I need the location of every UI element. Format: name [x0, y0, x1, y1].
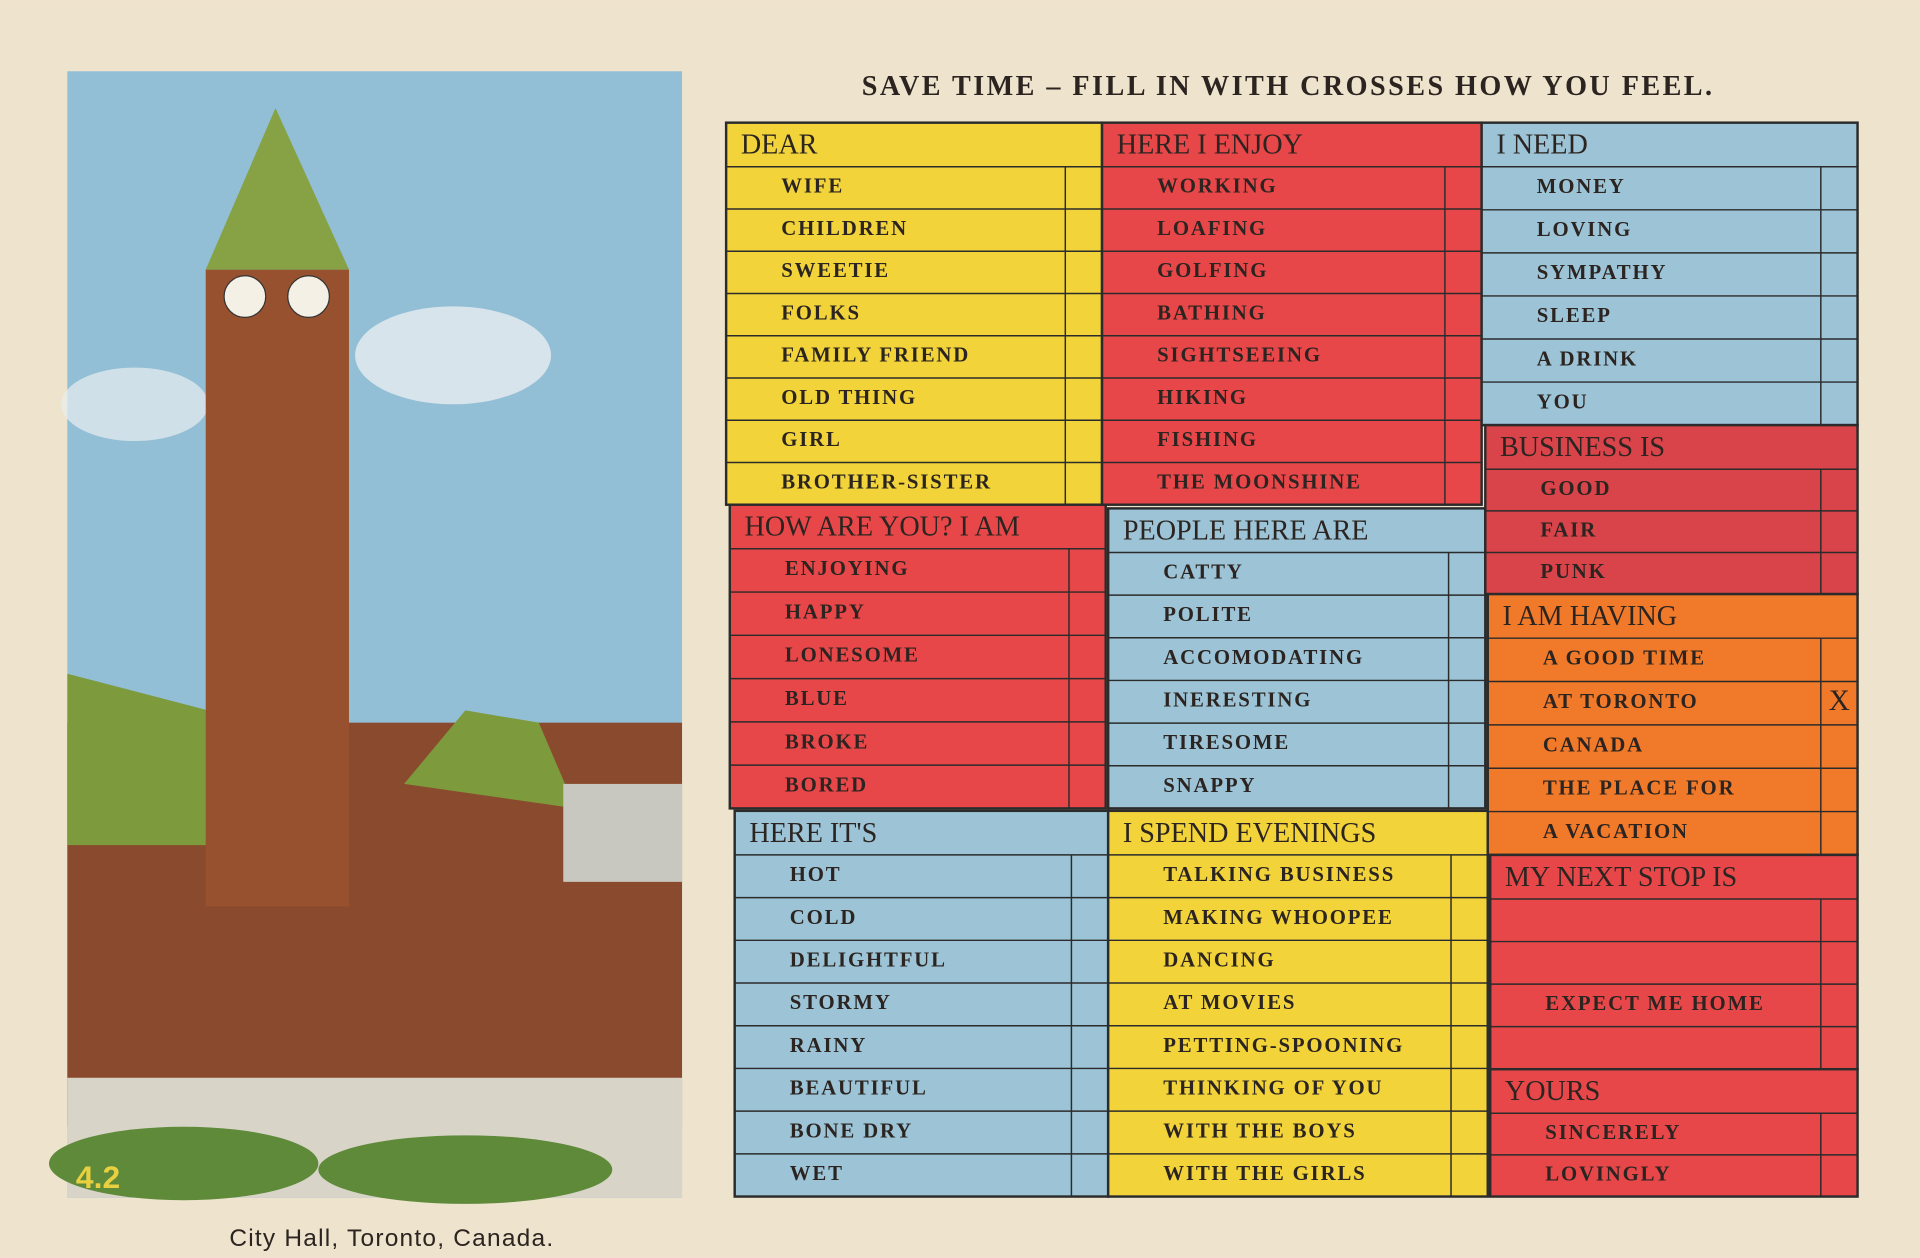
section-item: FISHING — [1157, 427, 1258, 451]
section-item: YOU — [1537, 389, 1589, 413]
section-heading: HERE I ENJOY — [1117, 130, 1303, 161]
section-item: GOOD — [1540, 476, 1611, 500]
section-heading: MY NEXT STOP IS — [1505, 862, 1737, 893]
section-item: LOVING — [1537, 217, 1632, 241]
section-item: WET — [790, 1161, 844, 1185]
section-item: BEAUTIFUL — [790, 1076, 928, 1100]
section-item: SNAPPY — [1163, 773, 1256, 797]
section-box — [728, 503, 1107, 810]
section-item: SYMPATHY — [1537, 260, 1668, 284]
section-item: A DRINK — [1537, 346, 1638, 370]
section-heading: HOW ARE YOU? I AM — [744, 512, 1019, 543]
section-item: STORMY — [790, 990, 892, 1014]
section-item: GIRL — [781, 427, 842, 451]
section-item: GOLFING — [1157, 258, 1268, 282]
section-item: HIKING — [1157, 385, 1248, 409]
section-item: PUNK — [1540, 559, 1606, 583]
photo: 4.2 — [48, 71, 683, 1204]
section-item: OLD THING — [781, 385, 917, 409]
section-item: LONESOME — [785, 643, 920, 667]
section-item: MAKING WHOOPEE — [1163, 905, 1393, 929]
section-item: TIRESOME — [1163, 730, 1290, 754]
section-box — [1480, 121, 1859, 427]
section-heading: DEAR — [741, 130, 818, 161]
section-item: BROTHER-SISTER — [781, 469, 992, 493]
section-item: LOVINGLY — [1545, 1162, 1671, 1186]
section-box — [1106, 507, 1487, 810]
section-item: TALKING BUSINESS — [1163, 862, 1395, 886]
section-item: DANCING — [1163, 947, 1275, 971]
section-item: DELIGHTFUL — [790, 947, 947, 971]
section-item: WIFE — [781, 174, 844, 198]
section-item: BONE DRY — [790, 1118, 913, 1142]
section-item: MONEY — [1537, 174, 1626, 198]
section-item: COLD — [790, 905, 857, 929]
section-item: BORED — [785, 773, 868, 797]
section-item: WORKING — [1157, 174, 1277, 198]
section-item: RAINY — [790, 1033, 867, 1057]
section-item: WITH THE GIRLS — [1163, 1161, 1366, 1185]
section-item: SLEEP — [1537, 303, 1612, 327]
section-item: CANADA — [1543, 732, 1644, 756]
section-heading: I SPEND EVENINGS — [1123, 818, 1376, 849]
section-item: POLITE — [1163, 602, 1253, 626]
section-heading: YOURS — [1505, 1076, 1600, 1107]
section-box — [1100, 121, 1483, 506]
section-item: PETTING-SPOONING — [1163, 1033, 1404, 1057]
section-item: SIGHTSEEING — [1157, 343, 1322, 367]
section-item: INERESTING — [1163, 688, 1312, 712]
section-item: WITH THE BOYS — [1163, 1118, 1356, 1142]
section-item: HAPPY — [785, 599, 866, 623]
section-item: BROKE — [785, 729, 869, 753]
section-item: A GOOD TIME — [1543, 646, 1706, 670]
section-item: AT TORONTO — [1543, 689, 1699, 713]
section-item: CATTY — [1163, 560, 1243, 584]
section-item: FOLKS — [781, 300, 861, 324]
section-box — [724, 121, 1104, 506]
title: SAVE TIME – FILL IN WITH CROSSES HOW YOU… — [862, 71, 1715, 102]
section-heading: BUSINESS IS — [1500, 432, 1665, 463]
section-item: THINKING OF YOU — [1163, 1076, 1383, 1100]
section-box — [1488, 853, 1859, 1071]
form-grid: DEAR WIFE CHILDREN SWEETIE FOLKS FAMILY FRIEN… — [724, 121, 1859, 1198]
section-box — [1106, 809, 1489, 1198]
section-item: ACCOMODATING — [1163, 645, 1364, 669]
section-item: LOAFING — [1157, 216, 1267, 240]
section-item: FAIR — [1540, 517, 1597, 541]
section-item: THE MOONSHINE — [1157, 469, 1362, 493]
section-item: SWEETIE — [781, 258, 890, 282]
cross-mark: X — [1829, 685, 1850, 717]
section-heading: I NEED — [1496, 130, 1587, 161]
section-item: A VACATION — [1543, 819, 1689, 843]
section-box — [1488, 1067, 1859, 1198]
section-item: ENJOYING — [785, 556, 909, 580]
section-heading: HERE IT'S — [749, 818, 877, 849]
section-item: HOT — [790, 862, 842, 886]
section-item: BLUE — [785, 686, 849, 710]
section-item: THE PLACE FOR — [1543, 776, 1736, 800]
section-heading: I AM HAVING — [1502, 601, 1677, 632]
section-item: CHILDREN — [781, 216, 908, 240]
photo-number: 4.2 — [76, 1159, 120, 1195]
caption: City Hall, Toronto, Canada. — [229, 1225, 554, 1252]
section-item: FAMILY FRIEND — [781, 343, 970, 367]
section-item: EXPECT ME HOME — [1545, 991, 1764, 1015]
section-box — [733, 809, 1110, 1198]
section-heading: PEOPLE HERE ARE — [1123, 515, 1369, 546]
section-item: SINCERELY — [1545, 1120, 1681, 1144]
section-item: BATHING — [1157, 300, 1267, 324]
section-item: AT MOVIES — [1163, 990, 1296, 1014]
